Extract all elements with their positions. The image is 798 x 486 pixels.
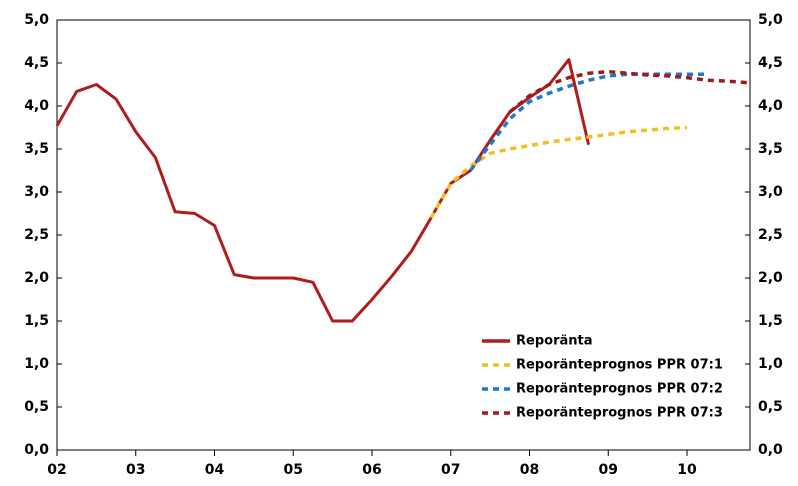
series-line — [469, 72, 707, 172]
x-tick-label: 05 — [284, 462, 303, 478]
y-tick-label: 2,5 — [24, 227, 49, 243]
x-tick-label: 04 — [205, 462, 225, 478]
y2-tick-label: 1,5 — [758, 313, 783, 329]
y-tick-label: 3,0 — [24, 184, 49, 200]
legend-label: Reporänteprognos PPR 07:3 — [516, 406, 723, 421]
y-tick-label: 2,0 — [24, 270, 49, 286]
y-tick-label: 1,5 — [24, 313, 49, 329]
legend-box — [478, 330, 745, 445]
y2-tick-label: 2,0 — [758, 270, 783, 286]
x-tick-label: 09 — [599, 462, 618, 478]
legend-label: Reporänta — [516, 334, 593, 349]
y-tick-label: 1,0 — [24, 356, 49, 372]
x-tick-label: 06 — [362, 462, 381, 478]
x-tick-label: 08 — [520, 462, 539, 478]
y2-tick-label: 2,5 — [758, 227, 783, 243]
x-tick-label: 10 — [677, 462, 697, 478]
y2-tick-label: 3,5 — [758, 141, 783, 157]
series-line — [429, 125, 688, 219]
y2-tick-label: 0,5 — [758, 399, 783, 415]
y2-tick-label: 0,0 — [758, 442, 783, 458]
x-tick-label: 07 — [441, 462, 460, 478]
series-line — [55, 58, 591, 323]
x-tick-label: 02 — [47, 462, 66, 478]
x-tick-label: 03 — [126, 462, 145, 478]
legend-label: Reporänteprognos PPR 07:1 — [516, 358, 723, 373]
y2-tick-label: 5,0 — [758, 12, 783, 28]
y2-tick-label: 1,0 — [758, 356, 783, 372]
y2-tick-label: 4,5 — [758, 55, 783, 71]
y-tick-label: 4,5 — [24, 55, 49, 71]
y-tick-label: 0,0 — [24, 442, 49, 458]
y-tick-label: 3,5 — [24, 141, 49, 157]
legend-label: Reporänteprognos PPR 07:2 — [516, 382, 723, 397]
series-line — [508, 69, 751, 114]
y2-tick-label: 3,0 — [758, 184, 783, 200]
y-tick-label: 0,5 — [24, 399, 49, 415]
y-tick-label: 4,0 — [24, 98, 49, 114]
y2-tick-label: 4,0 — [758, 98, 783, 114]
y-tick-label: 5,0 — [24, 12, 49, 28]
